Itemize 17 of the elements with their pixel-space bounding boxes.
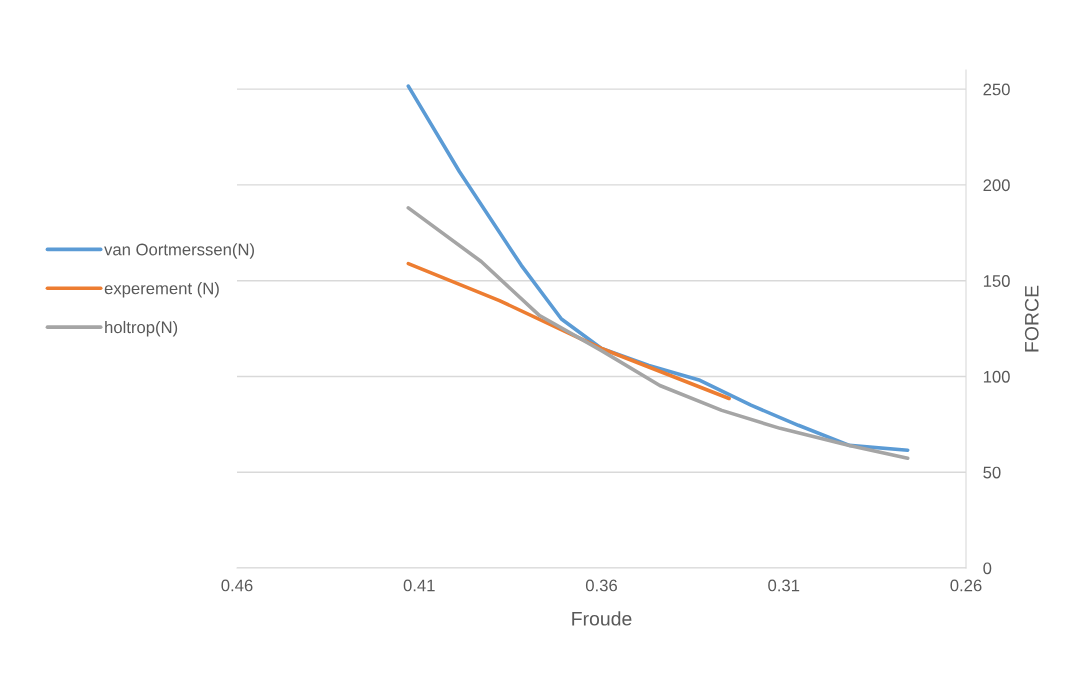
x-tick-label: 0.46 (221, 579, 253, 592)
y-tick-label: 150 (983, 275, 1010, 287)
line-series (406, 206, 910, 461)
legend-label: holtrop(N) (105, 320, 178, 337)
y-axis-title: FORCE (1024, 285, 1039, 352)
y-tick-label: 0 (983, 562, 992, 575)
x-axis-title: Froude (572, 611, 632, 626)
y-tick-label: 50 (983, 466, 1001, 479)
x-tick-label: 0.41 (403, 579, 435, 592)
x-tick-label: 0.31 (768, 579, 800, 592)
x-tick-label: 0.36 (585, 579, 617, 592)
y-tick-label: 250 (983, 83, 1010, 96)
x-tick-label: 0.26 (950, 579, 982, 592)
y-tick-label: 200 (983, 179, 1010, 192)
legend-label: van Oortmerssen(N) (104, 243, 254, 259)
y-tick-label: 100 (983, 370, 1010, 383)
legend-label: experement (N) (104, 282, 219, 298)
